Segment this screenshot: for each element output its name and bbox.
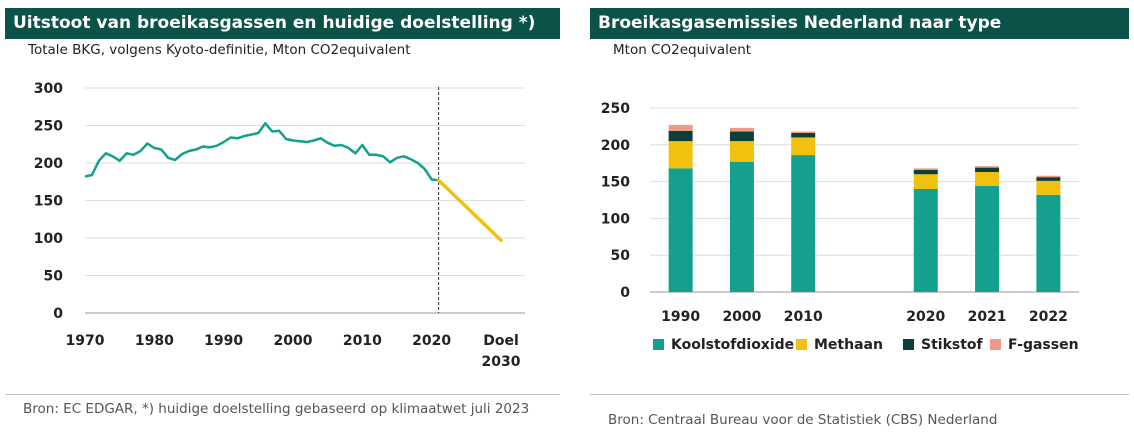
bar-segment-f-gassen [668, 124, 693, 131]
bar-segment-methaan [729, 141, 754, 162]
emissions-line-panel: Uitstoot van broeikasgassen en huidige d… [5, 8, 560, 438]
emissions-bar-panel: Broeikasgasemissies Nederland naar type … [590, 8, 1129, 438]
x-tick-label: 2022 [1029, 309, 1068, 325]
x-tick-label: 1990 [204, 333, 243, 349]
bar-segment-methaan [1036, 180, 1061, 195]
x-tick-label: 1990 [661, 309, 700, 325]
bar-segment-koolstofdioxide [975, 186, 1000, 292]
bar-segment-koolstofdioxide [668, 168, 693, 292]
bar-segment-f-gassen [1036, 175, 1061, 178]
bar-segment-methaan [668, 141, 693, 169]
legend-swatch [796, 339, 807, 350]
legend-label: Koolstofdioxide [671, 337, 794, 353]
left-source-divider [5, 394, 560, 395]
bar-segment-stikstof [791, 133, 816, 138]
line-chart: 0 50 100 150 200 250 300 1970 1980 1990 2000 2010 20… [34, 81, 525, 370]
x-tick-label: 1970 [66, 333, 105, 349]
target-path-line [436, 178, 503, 243]
left-source-note: Bron: EC EDGAR, *) huidige doelstelling … [23, 401, 530, 417]
x-tick-label: 2000 [722, 309, 761, 325]
bar-segment-stikstof [668, 130, 693, 142]
legend-label: Methaan [814, 337, 883, 353]
y-tick-label: 100 [34, 231, 63, 247]
bar-segment-methaan [791, 137, 816, 156]
y-tick-label: 50 [44, 269, 64, 285]
left-chart-title: Uitstoot van broeikasgassen en huidige d… [5, 8, 560, 39]
x-tick-label: 2020 [906, 309, 945, 325]
bar-segment-stikstof [975, 167, 1000, 173]
y-tick-label: 0 [53, 306, 63, 322]
bar-segment-f-gassen [791, 131, 816, 134]
y-tick-label: 300 [34, 81, 63, 97]
right-chart-title: Broeikasgasemissies Nederland naar type [590, 8, 1129, 39]
y-tick-label: 200 [601, 138, 630, 154]
x-tick-label: 1980 [135, 333, 174, 349]
bar-segment-koolstofdioxide [729, 161, 754, 292]
y-tick-label: 100 [601, 211, 630, 227]
x-tick-label: 2021 [968, 309, 1007, 325]
bar-segment-koolstofdioxide [791, 155, 816, 292]
y-tick-label: 50 [611, 248, 631, 264]
x-tick-label-target: Doel [483, 333, 519, 349]
bar-segment-methaan [913, 174, 938, 189]
right-source-divider [590, 394, 1129, 395]
x-tick-label: 2020 [412, 333, 451, 349]
bar-segment-methaan [975, 172, 1000, 187]
right-chart-subtitle: Mton CO2equivalent [613, 42, 752, 58]
legend-swatch [990, 339, 1001, 350]
y-tick-label: 250 [34, 119, 63, 135]
bar-segment-f-gassen [975, 166, 1000, 168]
bar-segment-koolstofdioxide [1036, 194, 1061, 292]
x-tick-label: 2010 [784, 309, 823, 325]
right-source-note: Bron: Centraal Bureau voor de Statistiek… [608, 412, 998, 428]
bar-segment-stikstof [913, 169, 938, 175]
y-tick-label: 250 [601, 101, 630, 117]
y-tick-label: 0 [620, 285, 630, 301]
legend-swatch [653, 339, 664, 350]
legend-label: F-gassen [1008, 337, 1079, 353]
legend-label: Stikstof [921, 337, 984, 353]
y-tick-label: 150 [34, 194, 63, 210]
bar-segment-stikstof [729, 131, 754, 142]
y-tick-label: 200 [34, 156, 63, 172]
legend-swatch [903, 339, 914, 350]
x-tick-label: 2000 [274, 333, 313, 349]
y-tick-label: 150 [601, 175, 630, 191]
bar-segment-f-gassen [729, 127, 754, 132]
stacked-bar-chart: 0 50 100 150 200 250 1990 2000 2010 2020 2021 2022 K… [601, 101, 1079, 353]
left-chart-subtitle: Totale BKG, volgens Kyoto-definitie, Mto… [28, 42, 411, 58]
historical-emissions-line [84, 122, 439, 182]
bar-segment-koolstofdioxide [913, 188, 938, 292]
x-tick-label: 2010 [343, 333, 382, 349]
bar-segment-f-gassen [913, 168, 938, 170]
bar-segment-stikstof [1036, 177, 1061, 181]
x-tick-label-target: 2030 [482, 354, 521, 370]
